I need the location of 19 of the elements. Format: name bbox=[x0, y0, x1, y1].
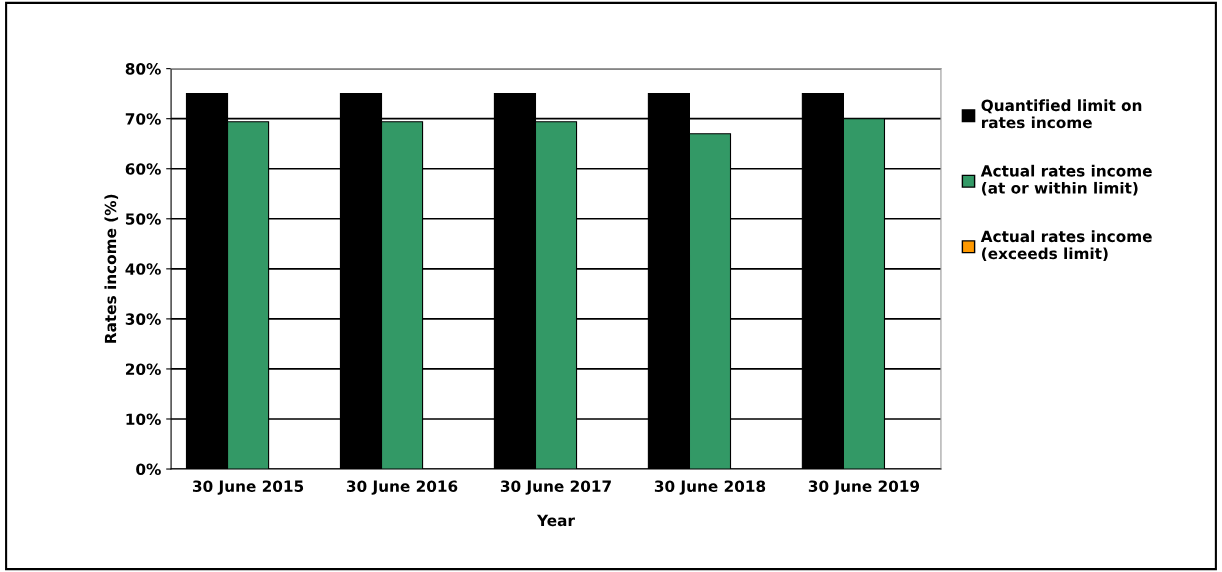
y-tick-label: 10% bbox=[126, 413, 161, 426]
legend-label: Actual rates income (exceeds limit) bbox=[980, 230, 1152, 262]
y-tick-label: 40% bbox=[125, 263, 161, 275]
x-tick-label: 30 June 2017 bbox=[500, 480, 611, 495]
y-tick-label: 0% bbox=[136, 463, 161, 476]
y-tick-label: 70% bbox=[125, 113, 161, 125]
y-tick-label: 50% bbox=[125, 213, 161, 225]
x-tick-label: 30 June 2016 bbox=[346, 480, 458, 495]
y-tick-label: 80% bbox=[125, 63, 161, 75]
y-tick-label: 20% bbox=[126, 363, 161, 375]
x-tick-label: 30 June 2015 bbox=[192, 480, 304, 495]
legend-label: Quantified limit on rates income bbox=[981, 99, 1142, 129]
legend-label: Actual rates income (at or within limit) bbox=[980, 164, 1152, 196]
x-tick-label: 30 June 2019 bbox=[808, 480, 920, 495]
x-tick-label: 30 June 2018 bbox=[654, 480, 766, 495]
y-tick-label: 60% bbox=[125, 163, 161, 175]
y-tick-label: 30% bbox=[125, 313, 161, 325]
x-axis-title: Year bbox=[536, 514, 575, 527]
y-axis-title: Rates income (%) bbox=[104, 194, 119, 343]
